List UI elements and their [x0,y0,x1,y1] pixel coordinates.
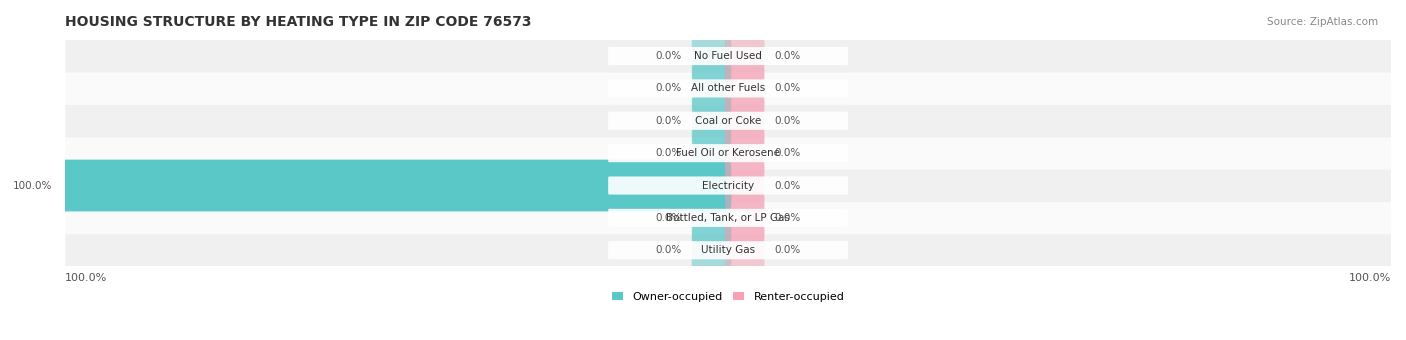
Text: 0.0%: 0.0% [775,51,801,61]
FancyBboxPatch shape [692,224,731,276]
FancyBboxPatch shape [609,112,848,130]
Text: Coal or Coke: Coal or Coke [695,116,761,126]
FancyBboxPatch shape [65,39,1391,72]
Text: 100.0%: 100.0% [13,181,52,190]
FancyBboxPatch shape [609,176,848,194]
Text: Bottled, Tank, or LP Gas: Bottled, Tank, or LP Gas [666,213,790,223]
Text: 0.0%: 0.0% [655,213,682,223]
FancyBboxPatch shape [692,127,731,179]
Text: Electricity: Electricity [702,181,754,190]
FancyBboxPatch shape [65,72,1391,105]
Text: 0.0%: 0.0% [655,51,682,61]
FancyBboxPatch shape [609,47,848,65]
Text: 0.0%: 0.0% [655,116,682,126]
Text: 0.0%: 0.0% [655,245,682,255]
FancyBboxPatch shape [692,63,731,114]
Text: 0.0%: 0.0% [655,83,682,94]
Text: 0.0%: 0.0% [775,83,801,94]
FancyBboxPatch shape [725,160,765,211]
FancyBboxPatch shape [609,79,848,98]
FancyBboxPatch shape [65,201,1391,234]
FancyBboxPatch shape [609,144,848,162]
Text: 0.0%: 0.0% [655,148,682,158]
FancyBboxPatch shape [725,63,765,114]
Text: Utility Gas: Utility Gas [702,245,755,255]
FancyBboxPatch shape [692,30,731,82]
FancyBboxPatch shape [725,192,765,244]
FancyBboxPatch shape [725,95,765,147]
Text: HOUSING STRUCTURE BY HEATING TYPE IN ZIP CODE 76573: HOUSING STRUCTURE BY HEATING TYPE IN ZIP… [65,15,531,29]
FancyBboxPatch shape [692,192,731,244]
Text: 0.0%: 0.0% [775,116,801,126]
FancyBboxPatch shape [609,209,848,227]
FancyBboxPatch shape [65,169,1391,202]
FancyBboxPatch shape [725,224,765,276]
FancyBboxPatch shape [609,241,848,259]
Text: 0.0%: 0.0% [775,213,801,223]
FancyBboxPatch shape [65,137,1391,170]
FancyBboxPatch shape [725,30,765,82]
Text: Source: ZipAtlas.com: Source: ZipAtlas.com [1267,17,1378,27]
Legend: Owner-occupied, Renter-occupied: Owner-occupied, Renter-occupied [612,291,844,302]
FancyBboxPatch shape [65,234,1391,267]
FancyBboxPatch shape [62,160,731,211]
Text: No Fuel Used: No Fuel Used [695,51,762,61]
Text: Fuel Oil or Kerosene: Fuel Oil or Kerosene [676,148,780,158]
Text: All other Fuels: All other Fuels [690,83,765,94]
FancyBboxPatch shape [65,104,1391,137]
Text: 100.0%: 100.0% [65,273,107,283]
Text: 100.0%: 100.0% [1348,273,1391,283]
Text: 0.0%: 0.0% [775,181,801,190]
Text: 0.0%: 0.0% [775,148,801,158]
FancyBboxPatch shape [692,95,731,147]
FancyBboxPatch shape [725,127,765,179]
Text: 0.0%: 0.0% [775,245,801,255]
